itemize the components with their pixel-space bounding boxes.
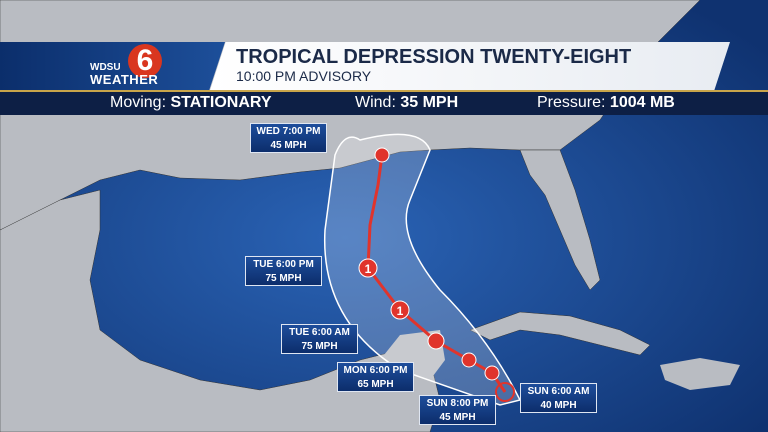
category-label: 1	[397, 304, 404, 318]
logo-panel	[0, 42, 225, 90]
land-cuba	[469, 311, 651, 356]
forecast-label: MON 6:00 PM 65 MPH	[337, 362, 414, 392]
page-title: TROPICAL DEPRESSION TWENTY-EIGHT	[236, 46, 632, 68]
forecast-label: WED 7:00 PM 45 MPH	[250, 123, 327, 153]
category-label: 1	[365, 262, 372, 276]
title-panel	[210, 42, 730, 90]
forecast-label: SUN 6:00 AM 40 MPH	[520, 383, 597, 413]
forecast-label: SUN 8:00 PM 45 MPH	[419, 395, 496, 425]
storm-point-tue-pm	[358, 258, 378, 278]
stat-wind: Wind: 35 MPH	[355, 94, 459, 111]
storm-point-tue-am	[390, 300, 410, 320]
stats-bar: Moving: STATIONARY Wind: 35 MPH Pressure…	[0, 90, 768, 115]
header-banner: 6 WDSU WEATHER TROPICAL DEPRESSION TWENT…	[0, 42, 768, 90]
stat-pressure: Pressure: 1004 MB	[537, 94, 675, 111]
station-logo: 6	[128, 44, 162, 78]
storm-point-current	[495, 382, 515, 402]
land-hispaniola	[660, 358, 740, 390]
storm-point-sun-pm	[461, 352, 477, 368]
logo-brand: WEATHER	[90, 72, 159, 87]
forecast-label: TUE 6:00 AM 75 MPH	[281, 324, 358, 354]
land-florida	[519, 149, 601, 291]
logo-station: WDSU	[90, 62, 121, 73]
storm-point-wed	[374, 147, 390, 163]
storm-point-mon	[427, 332, 445, 350]
stat-moving: Moving: STATIONARY	[110, 94, 272, 111]
forecast-label: TUE 6:00 PM 75 MPH	[245, 256, 322, 286]
storm-point-sun-mid	[484, 365, 500, 381]
advisory-time: 10:00 PM ADVISORY	[236, 68, 372, 84]
